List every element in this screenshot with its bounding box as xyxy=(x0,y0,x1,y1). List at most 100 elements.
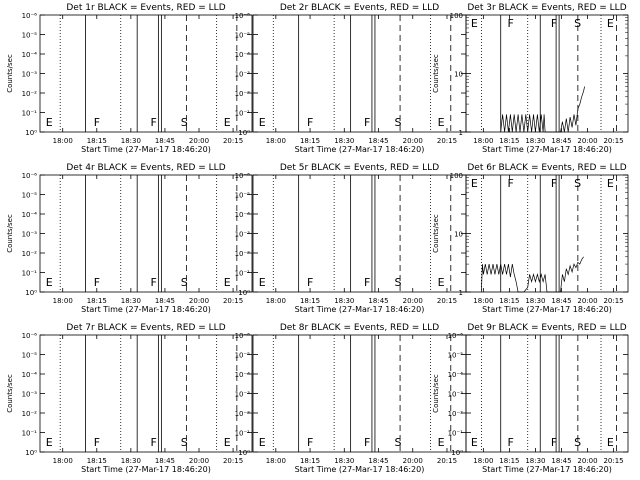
x-tick-label: 20:15 xyxy=(223,457,243,465)
y-tick-label: 10⁻⁵ xyxy=(22,192,38,200)
x-tick-label: 18:15 xyxy=(499,137,519,145)
x-tick-label: 20:15 xyxy=(223,297,243,305)
panel-det-7: Det 7r BLACK = Events, RED = LLD Counts/s… xyxy=(6,323,252,474)
phase-marker-f: F xyxy=(551,17,557,30)
phase-marker-e: E xyxy=(607,17,614,30)
phase-marker-e: E xyxy=(259,276,266,289)
y-tick-label: 10⁻⁶ xyxy=(235,12,251,20)
plot-frame xyxy=(466,335,628,452)
x-tick-label: 18:00 xyxy=(53,457,73,465)
y-tick-label: 10⁻⁵ xyxy=(22,352,38,360)
y-axis-label: Counts/sec xyxy=(6,54,14,93)
y-tick-label: 10⁻² xyxy=(235,410,251,418)
x-tick-label: 18:45 xyxy=(368,457,388,465)
y-tick-label: 10⁰ xyxy=(25,289,37,297)
x-tick-label: 20:00 xyxy=(189,297,209,305)
phase-marker-e: E xyxy=(224,436,231,449)
x-tick-label: 18:30 xyxy=(525,297,545,305)
y-tick-label: 10⁻⁴ xyxy=(235,371,251,379)
y-tick-label: 10⁻⁶ xyxy=(235,332,251,340)
phase-marker-e: E xyxy=(259,436,266,449)
phase-marker-f: F xyxy=(551,436,557,449)
x-tick-label: 18:30 xyxy=(525,137,545,145)
panel-title: Det 9r BLACK = Events, RED = LLD xyxy=(467,323,626,333)
phase-marker-e: E xyxy=(471,177,478,190)
plot-frame xyxy=(40,175,252,292)
y-tick-label: 1 xyxy=(459,289,463,297)
y-tick-label: 10⁻⁴ xyxy=(22,211,38,219)
y-tick-label: 10⁻⁵ xyxy=(22,32,38,40)
x-tick-label: 18:00 xyxy=(53,297,73,305)
phase-marker-e: E xyxy=(259,116,266,129)
y-tick-label: 10⁻⁵ xyxy=(235,192,251,200)
x-axis-label: Start Time (27-Mar-17 18:46:20) xyxy=(482,305,612,314)
y-tick-label: 10⁻¹ xyxy=(235,430,251,438)
x-tick-label: 20:00 xyxy=(577,457,597,465)
x-tick-label: 18:15 xyxy=(499,457,519,465)
x-tick-label: 18:00 xyxy=(473,297,493,305)
y-axis-label: Counts/sec xyxy=(432,374,440,413)
phase-marker-f: F xyxy=(508,177,514,190)
y-tick-label: 10⁻¹ xyxy=(22,430,38,438)
x-tick-label: 18:45 xyxy=(368,297,388,305)
y-tick-label: 10⁻¹ xyxy=(235,110,251,118)
y-tick-label: 10⁻⁴ xyxy=(235,51,251,59)
y-axis-label: Counts/sec xyxy=(6,214,14,253)
phase-marker-f: F xyxy=(307,276,313,289)
events-series xyxy=(481,257,583,292)
x-tick-label: 18:30 xyxy=(121,457,141,465)
x-tick-label: 18:15 xyxy=(300,297,320,305)
phase-marker-e: E xyxy=(438,116,445,129)
panel-title: Det 6r BLACK = Events, RED = LLD xyxy=(467,163,626,173)
x-tick-label: 18:00 xyxy=(266,457,286,465)
y-axis-label: Counts/sec xyxy=(432,54,440,93)
x-tick-label: 20:00 xyxy=(189,457,209,465)
phase-marker-e: E xyxy=(471,17,478,30)
phase-marker-e: E xyxy=(46,276,53,289)
y-tick-label: 10⁰ xyxy=(238,289,250,297)
y-tick-label: 10⁻⁵ xyxy=(235,32,251,40)
y-tick-label: 1 xyxy=(459,129,463,137)
x-axis-label: Start Time (27-Mar-17 18:46:20) xyxy=(81,465,211,474)
phase-marker-s: S xyxy=(574,177,581,190)
y-tick-label: 10⁻² xyxy=(448,410,464,418)
y-tick-label: 10⁻⁶ xyxy=(22,172,38,180)
y-axis-label: Counts/sec xyxy=(432,214,440,253)
x-tick-label: 20:00 xyxy=(577,297,597,305)
panel-det-3: Det 3r BLACK = Events, RED = LLD Counts/s… xyxy=(432,3,628,154)
y-tick-label: 100 xyxy=(450,172,463,180)
x-tick-label: 20:00 xyxy=(403,457,423,465)
y-tick-label: 10⁻³ xyxy=(22,71,38,79)
panel-title: Det 3r BLACK = Events, RED = LLD xyxy=(467,3,626,13)
x-axis-label: Start Time (27-Mar-17 18:46:20) xyxy=(295,465,425,474)
phase-marker-s: S xyxy=(181,116,188,129)
phase-marker-f: F xyxy=(508,17,514,30)
x-tick-label: 20:00 xyxy=(577,137,597,145)
x-tick-label: 18:30 xyxy=(121,297,141,305)
plot-frame xyxy=(40,15,252,132)
panel-det-4: Det 4r BLACK = Events, RED = LLDCounts/s… xyxy=(6,163,252,314)
x-tick-label: 18:15 xyxy=(499,297,519,305)
y-tick-label: 10⁻⁶ xyxy=(22,332,38,340)
y-tick-label: 10 xyxy=(454,231,463,239)
y-tick-label: 10⁻² xyxy=(235,90,251,98)
phase-marker-f: F xyxy=(307,436,313,449)
phase-marker-f: F xyxy=(551,177,557,190)
x-tick-label: 18:15 xyxy=(87,297,107,305)
y-tick-label: 10⁻² xyxy=(22,410,38,418)
plot-frame xyxy=(40,335,252,452)
x-axis-label: Start Time (27-Mar-17 18:46:20) xyxy=(295,305,425,314)
x-tick-label: 18:45 xyxy=(155,457,175,465)
phase-marker-f: F xyxy=(94,436,100,449)
x-axis-label: Start Time (27-Mar-17 18:46:20) xyxy=(81,145,211,154)
phase-marker-e: E xyxy=(224,276,231,289)
phase-marker-f: F xyxy=(364,116,370,129)
plot-frame xyxy=(466,15,628,132)
phase-marker-f: F xyxy=(364,436,370,449)
phase-marker-e: E xyxy=(224,116,231,129)
y-tick-label: 10⁻⁴ xyxy=(22,51,38,59)
x-tick-label: 18:30 xyxy=(334,457,354,465)
y-tick-label: 10 xyxy=(454,71,463,79)
x-tick-label: 18:30 xyxy=(121,137,141,145)
